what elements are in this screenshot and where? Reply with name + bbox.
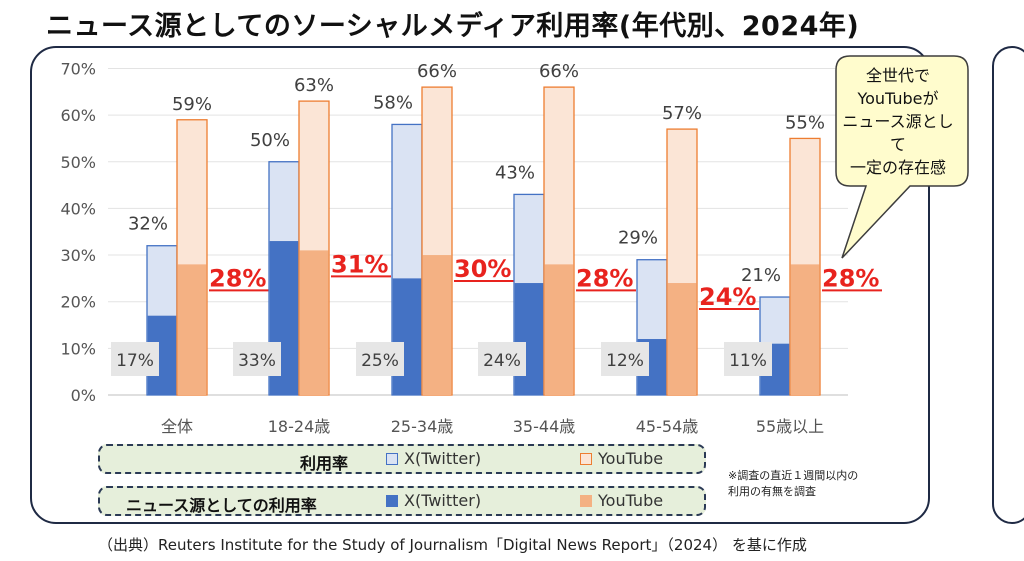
- callout-bubble: [835, 55, 969, 259]
- bar-x-news: [392, 278, 422, 395]
- survey-note: ※調査の直近１週間以内の 利用の有無を調査: [728, 468, 858, 500]
- data-label-x-usage: 32%: [128, 214, 168, 235]
- source-credit: （出典）Reuters Institute for the Study of J…: [98, 536, 807, 554]
- legend-swatch: [386, 452, 398, 465]
- data-label-youtube-usage: 63%: [294, 75, 334, 96]
- data-label-x-usage: 58%: [373, 92, 413, 113]
- legend-youtube-news: YouTube: [580, 491, 663, 510]
- legend-news: ニュース源としての利用率 X(Twitter) YouTube: [98, 486, 706, 516]
- data-label-youtube-usage: 59%: [172, 94, 212, 115]
- bar-youtube-news: [544, 264, 574, 395]
- callout-line: ニュース源として: [842, 112, 954, 154]
- data-label-youtube-news: 28%: [209, 264, 266, 292]
- data-label-youtube-news: 31%: [331, 250, 388, 278]
- legend-usage: 利用率 X(Twitter) YouTube: [98, 444, 706, 474]
- data-label-x-usage: 21%: [741, 265, 781, 286]
- legend-youtube-usage: YouTube: [580, 449, 663, 468]
- y-tick-label: 30%: [60, 246, 96, 265]
- data-label-x-usage: 43%: [495, 162, 535, 183]
- data-label-youtube-usage: 66%: [539, 61, 579, 82]
- data-label-youtube-usage: 66%: [417, 61, 457, 82]
- y-tick-label: 40%: [60, 199, 96, 218]
- data-label-box: [601, 342, 649, 376]
- data-label-x-news: 12%: [606, 351, 644, 371]
- data-label-x-news: 11%: [729, 351, 767, 371]
- bar-youtube-news: [177, 264, 207, 395]
- y-tick-label: 10%: [60, 339, 96, 358]
- data-label-youtube-usage: 55%: [785, 112, 825, 133]
- bar-youtube-news: [667, 283, 697, 395]
- data-label-x-usage: 29%: [618, 228, 658, 249]
- y-tick-label: 60%: [60, 106, 96, 125]
- data-label-youtube-news: 28%: [822, 264, 879, 292]
- callout-line: 全世代で: [865, 66, 930, 85]
- data-label-x-usage: 50%: [250, 130, 290, 151]
- data-label-box: [111, 342, 159, 376]
- data-label-x-news: 33%: [238, 351, 276, 371]
- x-tick-label: 18-24歳: [268, 417, 331, 436]
- x-tick-label: 45-54歳: [636, 417, 699, 436]
- y-tick-label: 0%: [71, 386, 96, 405]
- data-label-youtube-news: 24%: [699, 283, 756, 311]
- x-tick-label: 35-44歳: [513, 417, 576, 436]
- data-label-box: [356, 342, 404, 376]
- legend-x-usage: X(Twitter): [386, 449, 481, 468]
- legend-item-label: X(Twitter): [404, 491, 482, 510]
- y-tick-label: 20%: [60, 293, 96, 312]
- page-title: ニュース源としてのソーシャルメディア利用率(年代別、2024年): [46, 11, 860, 42]
- data-label-box: [233, 342, 281, 376]
- data-label-box: [478, 342, 526, 376]
- data-label-x-news: 25%: [361, 351, 399, 371]
- legend-x-news: X(Twitter): [386, 491, 481, 510]
- data-label-youtube-news: 30%: [454, 255, 511, 283]
- y-tick-label: 50%: [60, 153, 96, 172]
- data-label-youtube-news: 28%: [576, 264, 633, 292]
- legend-item-label: X(Twitter): [404, 449, 482, 468]
- legend-usage-label: 利用率: [300, 454, 349, 473]
- y-tick-label: 70%: [60, 59, 96, 78]
- legend-swatch: [580, 452, 592, 465]
- bar-youtube-news: [790, 264, 820, 395]
- legend-news-label: ニュース源としての利用率: [126, 496, 317, 515]
- data-label-box: [724, 342, 772, 376]
- bar-x-news: [514, 283, 544, 395]
- legend-item-label: YouTube: [598, 491, 664, 510]
- data-label-x-news: 24%: [483, 351, 521, 371]
- callout-text: 全世代で YouTubeが ニュース源として 一定の存在感: [842, 64, 954, 179]
- legend-item-label: YouTube: [598, 449, 664, 468]
- bar-youtube-news: [299, 250, 329, 395]
- callout-line: YouTubeが: [857, 89, 939, 108]
- x-tick-label: 全体: [161, 417, 193, 436]
- callout-line: 一定の存在感: [849, 158, 946, 177]
- note-line: 利用の有無を調査: [728, 485, 816, 498]
- legend-swatch: [386, 494, 398, 507]
- next-panel-edge: [992, 46, 1024, 524]
- chart-panel: [30, 46, 930, 524]
- data-label-youtube-usage: 57%: [662, 103, 702, 124]
- x-tick-label: 25-34歳: [391, 417, 454, 436]
- x-tick-label: 55歳以上: [756, 417, 824, 436]
- bar-youtube-news: [422, 255, 452, 395]
- note-line: ※調査の直近１週間以内の: [728, 469, 859, 482]
- legend-swatch: [580, 494, 592, 507]
- data-label-x-news: 17%: [116, 351, 154, 371]
